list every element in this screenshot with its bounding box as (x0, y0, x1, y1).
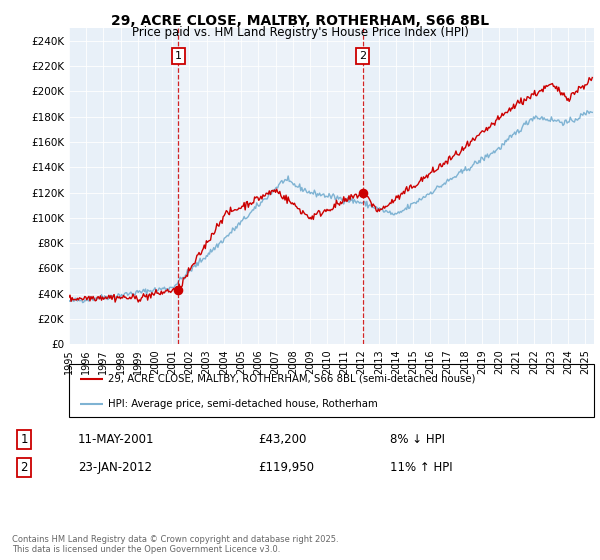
Point (358, 188, 367, 197)
Text: Contains HM Land Registry data © Crown copyright and database right 2025.
This d: Contains HM Land Registry data © Crown c… (12, 535, 338, 554)
Text: 11-MAY-2001: 11-MAY-2001 (78, 433, 155, 446)
Point (173, 285, 183, 294)
Text: 2: 2 (20, 461, 28, 474)
Bar (178, 28, 362, 344)
Text: £43,200: £43,200 (258, 433, 307, 446)
Text: 1: 1 (20, 433, 28, 446)
Text: £119,950: £119,950 (258, 461, 314, 474)
Text: Price paid vs. HM Land Registry's House Price Index (HPI): Price paid vs. HM Land Registry's House … (131, 26, 469, 39)
Text: 29, ACRE CLOSE, MALTBY, ROTHERHAM, S66 8BL (semi-detached house): 29, ACRE CLOSE, MALTBY, ROTHERHAM, S66 8… (109, 374, 476, 384)
Text: 11% ↑ HPI: 11% ↑ HPI (390, 461, 452, 474)
Text: 2: 2 (359, 51, 366, 61)
Text: 29, ACRE CLOSE, MALTBY, ROTHERHAM, S66 8BL: 29, ACRE CLOSE, MALTBY, ROTHERHAM, S66 8… (111, 14, 489, 28)
Text: 23-JAN-2012: 23-JAN-2012 (78, 461, 152, 474)
Text: 8% ↓ HPI: 8% ↓ HPI (390, 433, 445, 446)
Text: HPI: Average price, semi-detached house, Rotherham: HPI: Average price, semi-detached house,… (109, 399, 378, 409)
Text: 1: 1 (175, 51, 182, 61)
